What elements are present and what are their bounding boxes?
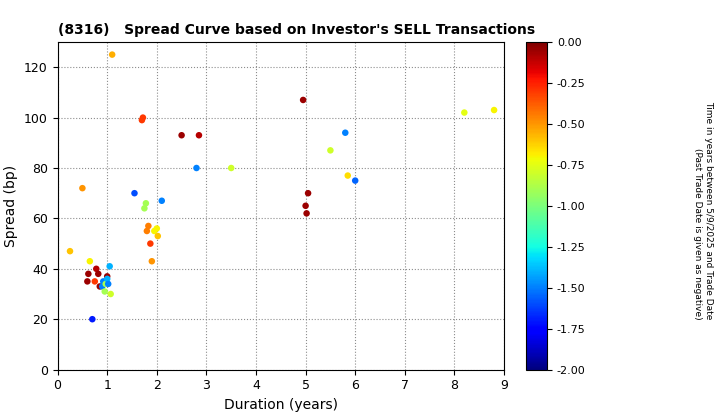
Point (102, 273, 113, 280)
Point (104, 263, 115, 270)
Point (300, 202, 311, 209)
Point (225, 165, 237, 171)
Point (151, 225, 163, 232)
Point (488, 107, 500, 113)
Y-axis label: Spread (bp): Spread (bp) (4, 165, 19, 247)
Point (91, 265, 102, 272)
Point (96, 283, 108, 290)
Point (129, 190, 140, 197)
Point (105, 291, 117, 297)
Point (81, 278, 93, 285)
Point (102, 276, 113, 282)
Point (89, 278, 101, 285)
Point (459, 109, 470, 116)
Point (349, 177, 361, 184)
Point (156, 197, 168, 204)
Point (342, 172, 354, 179)
Text: (8316)   Spread Curve based on Investor's SELL Transactions: (8316) Spread Curve based on Investor's … (58, 23, 535, 37)
Point (100, 281, 112, 287)
Point (99, 288, 110, 295)
Point (176, 132, 187, 139)
Point (102, 281, 114, 287)
Point (340, 129, 351, 136)
Point (325, 147, 336, 154)
Point (145, 240, 156, 247)
Point (86, 316, 98, 323)
Point (92, 270, 104, 277)
Point (297, 97, 309, 103)
Point (94, 283, 106, 290)
Point (136, 117, 148, 123)
Point (152, 233, 163, 239)
Text: Time in years between 5/9/2025 and Trade Date
(Past Trade Date is given as negat: Time in years between 5/9/2025 and Trade… (693, 101, 713, 319)
Point (141, 228, 153, 234)
Point (137, 114, 148, 121)
Point (143, 223, 154, 229)
Point (83, 270, 94, 277)
Point (193, 132, 204, 139)
Point (139, 205, 150, 212)
Point (84, 258, 96, 265)
Point (302, 190, 314, 197)
Point (97, 278, 109, 285)
X-axis label: Duration (years): Duration (years) (224, 398, 338, 412)
Point (146, 258, 158, 265)
Point (107, 51, 118, 58)
Point (301, 210, 312, 217)
Point (140, 200, 152, 207)
Point (191, 165, 202, 171)
Point (76, 185, 88, 192)
Point (64, 248, 76, 255)
Point (148, 228, 160, 234)
